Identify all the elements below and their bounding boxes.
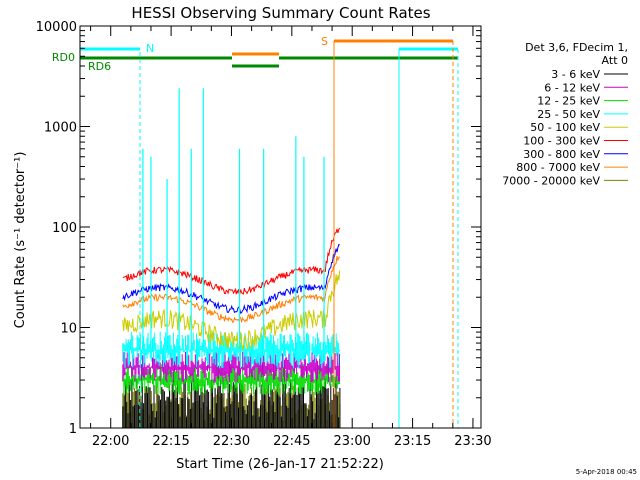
y-tick-label: 10000: [36, 20, 77, 35]
flag-label-rd6: RD6: [88, 60, 111, 73]
y-tick-label: 100: [52, 221, 77, 236]
x-tick-label: 23:30: [454, 434, 491, 449]
legend-entry-label: 3 - 6 keV: [551, 68, 600, 81]
axis-layer: 22:00 22:15 22:30 22:45 23:00 23:15 23:30 1 10 10…: [36, 20, 492, 449]
legend-entry-label: 25 - 50 keV: [537, 108, 600, 121]
x-tick-label: 22:30: [213, 434, 250, 449]
legend-entry-label: 7000 - 20000 keV: [502, 174, 600, 187]
series-300-800keV: [122, 243, 340, 315]
series-25-50keV: [122, 331, 340, 369]
x-axis-label: Start Time (26-Jan-17 21:52:22): [176, 457, 384, 472]
series-3-6keV: [122, 378, 341, 428]
chart-title: HESSI Observing Summary Count Rates: [131, 4, 430, 22]
legend-entry-label: 100 - 300 keV: [523, 135, 600, 148]
x-tick-label: 22:15: [152, 434, 189, 449]
footer-date: 5-Apr-2018 00:45: [576, 468, 637, 476]
legend-entry-label: 800 - 7000 keV: [516, 161, 600, 174]
legend-entry-label: 50 - 100 keV: [530, 121, 600, 134]
legend-entry-label: 300 - 800 keV: [523, 148, 600, 161]
legend-entry-label: 6 - 12 keV: [544, 81, 600, 94]
legend-header-1: Det 3,6, FDecim 1,: [525, 41, 628, 54]
x-tick-label: 23:00: [333, 434, 370, 449]
x-tick-label: 22:00: [92, 434, 129, 449]
data-layer: [122, 88, 341, 428]
x-tick-label: 23:15: [394, 434, 431, 449]
y-tick-label: 1000: [44, 121, 77, 136]
y-tick-label: 1: [69, 422, 77, 437]
x-tick-label: 22:45: [273, 434, 310, 449]
series-100-300keV: [122, 227, 341, 295]
legend-entry-label: 12 - 25 keV: [537, 95, 600, 108]
y-tick-label: 10: [60, 322, 77, 337]
legend-header-2: Att 0: [602, 54, 628, 67]
flag-layer: RD0 RD6 N S: [52, 35, 459, 428]
flag-label-rd0: RD0: [52, 51, 75, 64]
flag-label-s: S: [321, 35, 328, 48]
y-axis-label: Count Rate (s⁻¹ detector⁻¹): [13, 152, 28, 329]
flag-label-n: N: [146, 42, 154, 55]
